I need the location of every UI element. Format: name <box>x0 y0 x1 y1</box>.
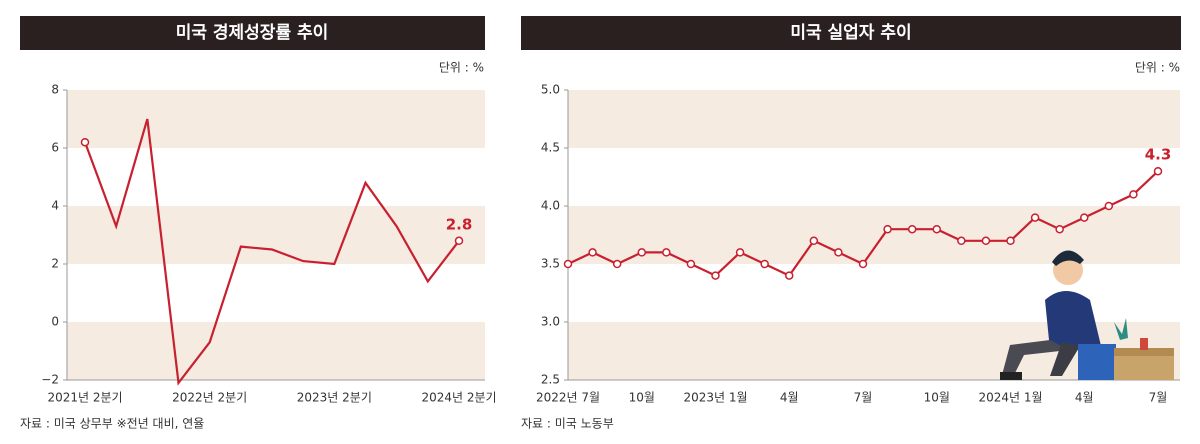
data-point <box>760 259 769 269</box>
data-point <box>80 137 90 147</box>
data-point <box>662 248 671 257</box>
data-point <box>612 259 622 269</box>
title-bar <box>20 16 485 50</box>
data-label: 4.3 <box>1145 146 1172 164</box>
data-point <box>1080 213 1089 222</box>
y-tick-label: 2.5 <box>541 373 560 387</box>
x-tick-label: 2023년 2분기 <box>297 391 372 405</box>
x-tick-label: 4월 <box>1075 391 1094 405</box>
illustration <box>1000 250 1174 380</box>
y-tick-label: 6 <box>51 141 59 155</box>
unit-label: 단위 : % <box>1135 61 1180 75</box>
data-line <box>83 118 460 386</box>
x-tick-label: 2024년 1월 <box>978 391 1042 405</box>
band <box>67 322 485 380</box>
chart-title: 미국 경제성장률 추이 <box>176 23 329 43</box>
data-point <box>785 271 794 280</box>
band <box>568 90 1180 148</box>
data-point <box>883 224 892 234</box>
data-point <box>1153 166 1163 176</box>
data-point <box>834 248 843 257</box>
source-note: 자료 : 미국 상무부 ※전년 대비, 연율 <box>20 417 204 431</box>
data-point <box>735 248 745 257</box>
y-tick-label: 4.0 <box>541 199 560 213</box>
data-point <box>1055 224 1064 234</box>
y-tick-label: 8 <box>51 83 59 97</box>
data-point <box>454 236 464 246</box>
data-point <box>858 259 868 269</box>
data-point <box>907 224 917 234</box>
x-tick-label: 10월 <box>924 391 950 405</box>
x-tick-label: 2022년 7월 <box>536 391 600 405</box>
y-tick-label: 3.0 <box>541 315 560 329</box>
data-point <box>588 248 597 257</box>
data-point <box>1104 201 1114 211</box>
x-tick-label: 10월 <box>629 391 655 405</box>
x-tick-label: 2023년 1월 <box>683 391 747 405</box>
y-tick-label: 4.5 <box>541 141 560 155</box>
data-point <box>637 248 646 257</box>
x-tick-label: 2022년 2분기 <box>172 391 247 405</box>
data-point <box>686 259 696 269</box>
x-tick-label: 4월 <box>780 391 799 405</box>
x-tick-label: 7월 <box>1149 391 1168 405</box>
x-tick-label: 2024년 2분기 <box>421 391 496 405</box>
y-tick-label: −2 <box>41 373 59 387</box>
y-tick-label: 4 <box>51 199 59 213</box>
chart-title: 미국 실업자 추이 <box>790 23 911 43</box>
data-point <box>563 259 573 269</box>
data-point <box>1129 190 1138 199</box>
source-note: 자료 : 미국 노동부 <box>521 417 614 431</box>
y-tick-label: 2 <box>51 257 59 271</box>
title-bar <box>521 16 1181 50</box>
data-point <box>932 224 941 234</box>
unit-label: 단위 : % <box>439 61 484 75</box>
plots: −2 0 2 4 6 8 2021년 2분기 2022년 2분기 2023년 2분기 2024년 … <box>41 83 1180 405</box>
data-point <box>981 236 991 246</box>
y-tick-label: 5.0 <box>541 83 560 97</box>
data-point <box>711 271 720 280</box>
y-tick-label: 0 <box>51 315 59 329</box>
data-point <box>957 236 966 246</box>
data-point <box>1006 236 1015 246</box>
x-tick-label: 7월 <box>854 391 873 405</box>
x-tick-label: 2021년 2분기 <box>47 391 122 405</box>
band <box>67 206 485 264</box>
y-tick-label: 3.5 <box>541 257 560 271</box>
data-point <box>1030 213 1040 222</box>
data-point <box>809 236 819 246</box>
band <box>67 90 485 148</box>
data-label: 2.8 <box>446 215 473 233</box>
